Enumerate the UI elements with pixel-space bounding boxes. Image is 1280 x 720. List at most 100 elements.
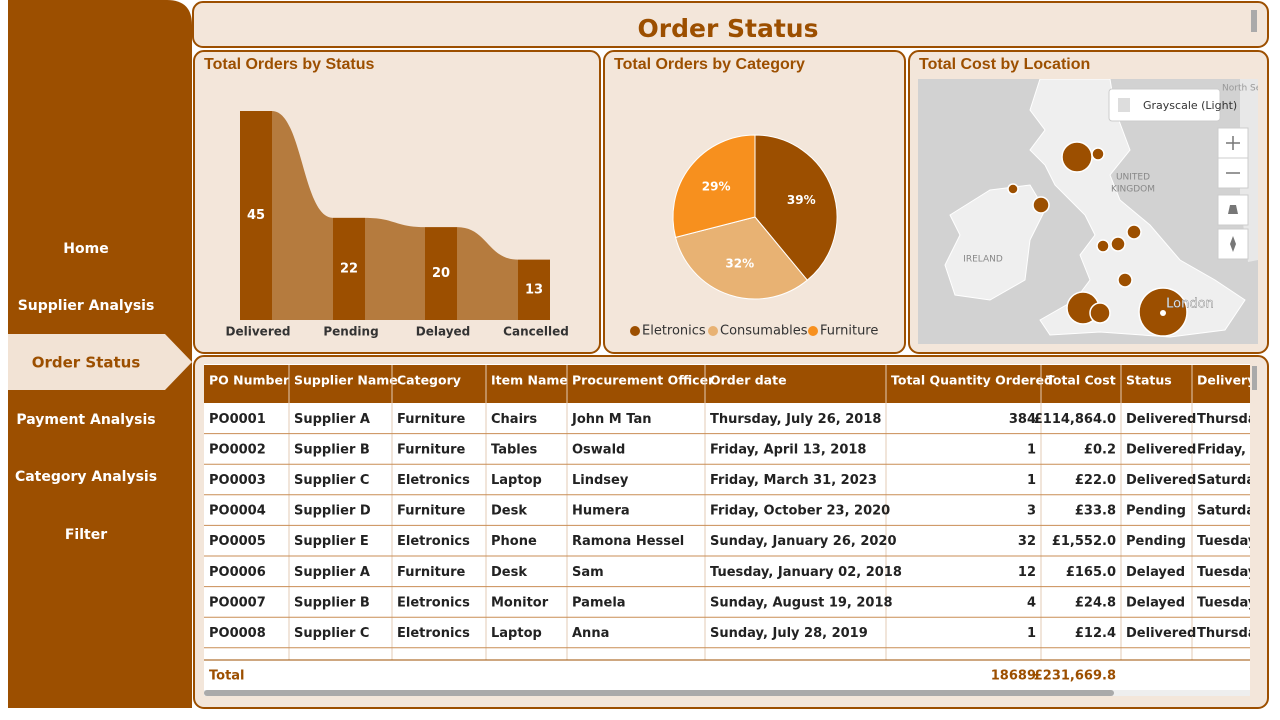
table-cell: Humera [572, 504, 630, 519]
table-cell: Thursday [1197, 626, 1265, 641]
table-cell: PO0007 [209, 595, 266, 610]
table-cell: Laptop [491, 626, 542, 641]
table-cell: £33.8 [1075, 504, 1116, 519]
style-button-label[interactable]: Grayscale (Light) [1143, 99, 1237, 112]
table-cell: Friday, A [1197, 442, 1261, 457]
total-cost: £231,669.8 [1034, 669, 1116, 684]
x-tick-label: Delivered [226, 325, 291, 339]
v-scrollbar[interactable] [1252, 366, 1257, 390]
table-cell: PO0006 [209, 565, 266, 580]
table-cell: Sunday, July 28, 2019 [710, 626, 868, 641]
table-cell: Ramona Hessel [572, 534, 684, 549]
map-title: Total Cost by Location [919, 56, 1090, 73]
data-label: 20 [432, 266, 450, 281]
table-cell: Thursday, July 26, 2018 [710, 412, 881, 427]
table-cell: £22.0 [1075, 473, 1116, 488]
table-cell: Furniture [397, 565, 465, 580]
map-bubble[interactable] [1091, 147, 1105, 161]
table-cell: £1,552.0 [1052, 534, 1116, 549]
table-cell: Phone [491, 534, 537, 549]
column-header[interactable]: PO Number [209, 373, 290, 388]
table-cell: Pending [1126, 504, 1186, 519]
column-header[interactable]: Delivery [1197, 373, 1255, 388]
ribbon [365, 217, 425, 320]
bar [240, 111, 272, 320]
data-label: 13 [525, 282, 543, 297]
map[interactable]: North Sea UNITED KINGDOM IRELAND London [918, 79, 1267, 344]
table-cell: Delivered [1126, 473, 1196, 488]
pie-slice [754, 134, 838, 281]
table-cell: Supplier A [294, 565, 370, 580]
table-cell: Delayed [1126, 565, 1185, 580]
table-cell: Friday, October 23, 2020 [710, 504, 890, 519]
table-cell: Sunday, January 26, 2020 [710, 534, 897, 549]
nav-item[interactable]: Home [63, 241, 108, 257]
column-header[interactable]: Procurement Officer [572, 373, 715, 388]
map-label: London [1166, 297, 1214, 312]
map-bubble[interactable] [1032, 196, 1050, 214]
table-cell: 1 [1027, 626, 1036, 641]
nav-item[interactable]: Payment Analysis [16, 412, 155, 428]
table-cell: Furniture [397, 504, 465, 519]
table-cell: Thursday [1197, 412, 1265, 427]
nav-item[interactable]: Category Analysis [15, 469, 157, 485]
style-button[interactable] [1108, 88, 1221, 122]
map-bubble[interactable] [1007, 183, 1019, 195]
legend-label[interactable]: Furniture [820, 324, 878, 339]
column-header[interactable]: Category [397, 373, 461, 388]
table-cell: £165.0 [1066, 565, 1116, 580]
column-header[interactable]: Order date [710, 373, 787, 388]
table-cell: Eletronics [397, 473, 470, 488]
legend-label[interactable]: Eletronics [642, 324, 706, 339]
nav-item[interactable]: Supplier Analysis [18, 298, 155, 314]
table-cell: Supplier C [294, 626, 369, 641]
table-cell: PO0005 [209, 534, 266, 549]
table-cell: Delivered [1126, 412, 1196, 427]
table-cell: Eletronics [397, 595, 470, 610]
map-label: KINGDOM [1111, 185, 1155, 195]
bar [518, 259, 550, 320]
ribbon [272, 111, 333, 320]
column-header[interactable]: Total Cost [1046, 373, 1116, 388]
map-bubble[interactable] [1096, 239, 1110, 253]
table-cell: PO0002 [209, 442, 266, 457]
chart-title: Total Orders by Status [204, 56, 375, 73]
table-cell: Furniture [397, 412, 465, 427]
total-label: Total [209, 669, 245, 684]
column-header[interactable]: Item Name [491, 373, 568, 388]
table-cell: Anna [572, 626, 609, 641]
table-cell: 1 [1027, 473, 1036, 488]
table-cell: Pending [1126, 534, 1186, 549]
map-bubble[interactable] [1061, 141, 1093, 173]
column-header[interactable]: Total Quantity Ordered [891, 373, 1053, 388]
column-header[interactable]: Supplier Name [294, 373, 398, 388]
table-cell: £24.8 [1075, 595, 1116, 610]
legend-marker [808, 326, 818, 336]
x-tick-label: Pending [323, 325, 378, 339]
table-cell: PO0001 [209, 412, 266, 427]
data-label: 29% [702, 179, 731, 193]
map-bubble[interactable] [1117, 272, 1133, 288]
data-label: 22 [340, 261, 358, 276]
table-cell: Saturday [1197, 504, 1264, 519]
pie-slice [672, 134, 756, 239]
h-scrollbar[interactable] [204, 690, 1114, 696]
map-label: IRELAND [963, 255, 1003, 265]
map-pin [1160, 310, 1166, 316]
map-bubble[interactable] [1110, 236, 1126, 252]
legend-label[interactable]: Consumables [720, 324, 808, 339]
table-cell: Delivered [1126, 626, 1196, 641]
table-cell: Tuesday, January 02, 2018 [710, 565, 902, 580]
map-bubble[interactable] [1089, 302, 1111, 324]
nav-item[interactable]: Filter [65, 527, 107, 543]
data-label: 32% [725, 256, 754, 270]
table-cell: £0.2 [1084, 442, 1116, 457]
table-cell: 4 [1027, 595, 1036, 610]
table-cell: Desk [491, 504, 527, 519]
nav-item[interactable]: Order Status [32, 354, 141, 372]
bar [333, 217, 365, 320]
map-bubble[interactable] [1126, 224, 1142, 240]
table-cell: £114,864.0 [1034, 412, 1116, 427]
map-control-icon [1228, 205, 1238, 252]
column-header[interactable]: Status [1126, 373, 1172, 388]
